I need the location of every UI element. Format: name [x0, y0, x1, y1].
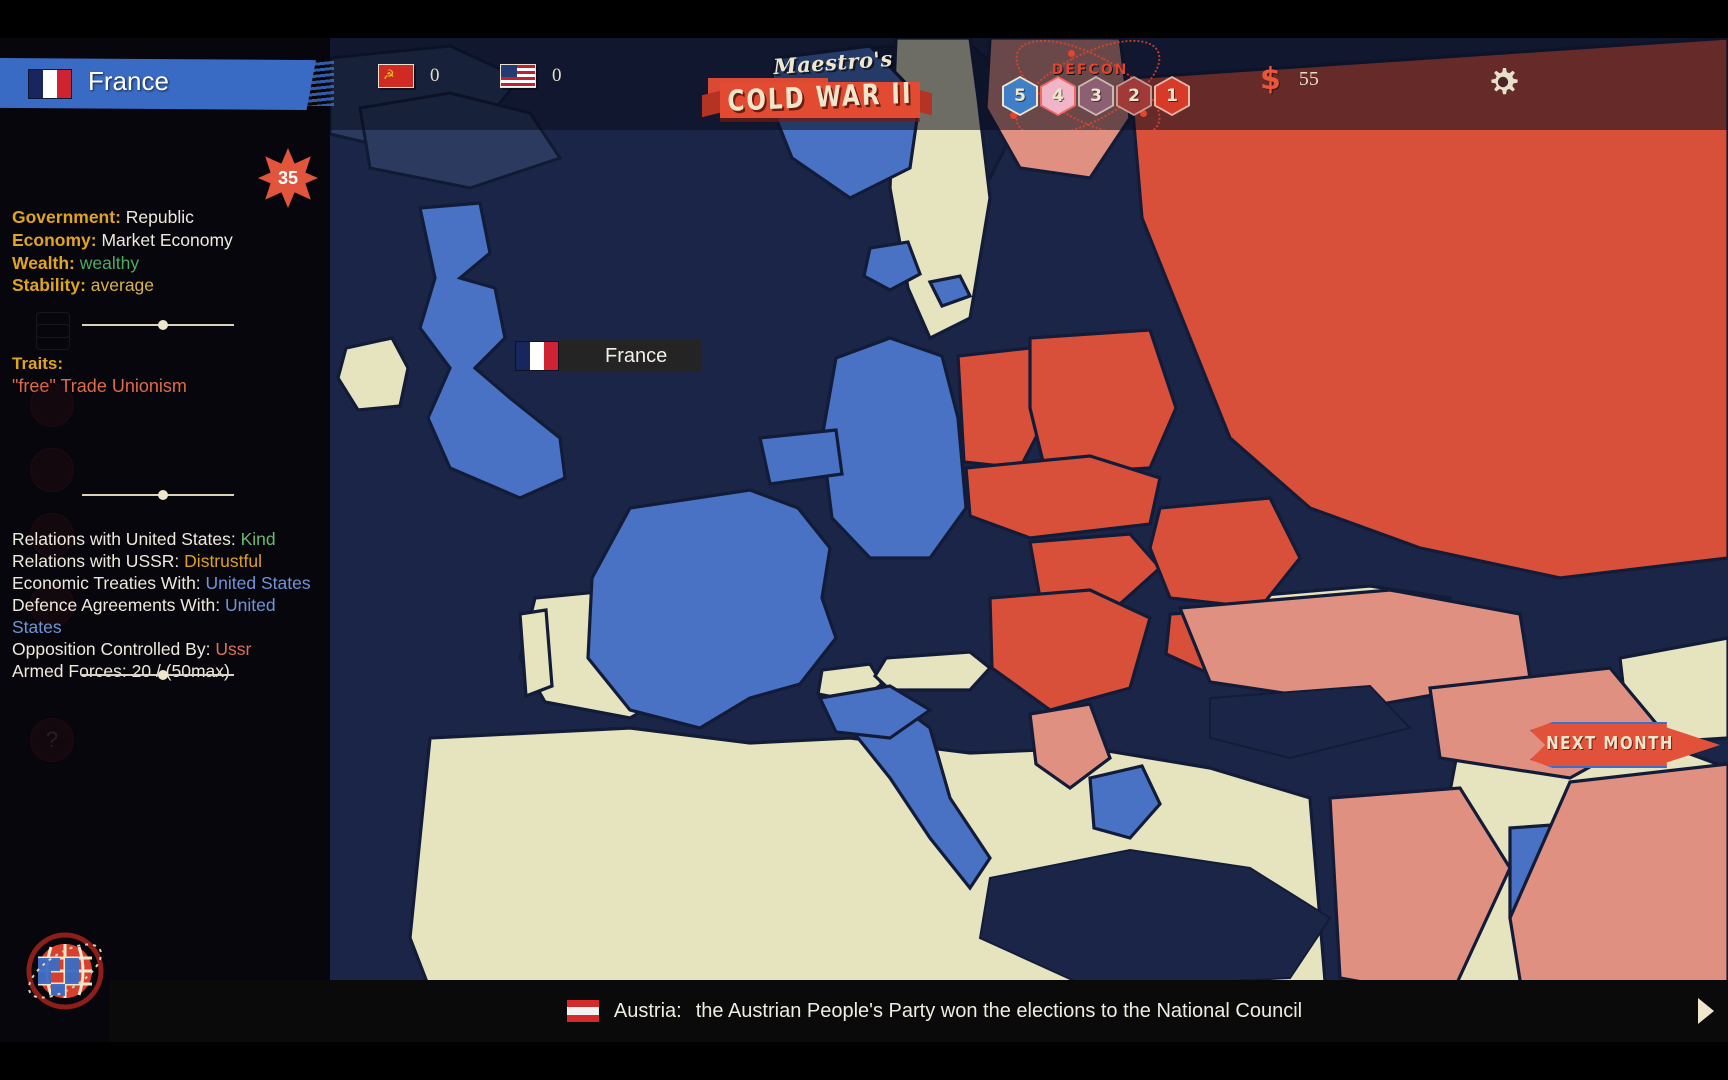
logo-script-title: Maestro's: [772, 45, 894, 80]
globe-icon: [26, 932, 104, 1010]
defcon-level-3[interactable]: 3: [1078, 76, 1114, 116]
relations-us-label: Relations with United States:: [12, 529, 236, 549]
faint-emblem-icon-2: [30, 448, 74, 492]
usa-influence-value: 0: [552, 65, 562, 86]
letterbox-bottom: [0, 1042, 1728, 1080]
status-badge-value: 35: [277, 167, 299, 188]
banner-streak: [274, 60, 334, 106]
defcon-level-4[interactable]: 4: [1040, 76, 1076, 116]
relations-section: Relations with United States: Kind Relat…: [12, 528, 328, 682]
relations-ussr-label: Relations with USSR:: [12, 551, 180, 572]
country-info-panel: France 35 Government: Republic Economy: …: [0, 38, 334, 1042]
economy-label: Economy:: [12, 229, 97, 250]
armed-forces-value: 20 / (50max): [131, 661, 230, 682]
defence-agreements-label: Defence Agreements With:: [12, 595, 221, 616]
country-name: France: [88, 66, 169, 96]
faint-emblem-icon-4: [30, 583, 74, 627]
stability-label: Stability:: [12, 275, 86, 296]
defcon-meter[interactable]: 5 4 3 2 1: [990, 38, 1190, 130]
relations-us-value: Kind: [240, 529, 276, 549]
traits-header: Traits:: [12, 354, 64, 373]
map-svg[interactable]: [330, 38, 1728, 1042]
wealth-label: Wealth:: [12, 252, 75, 273]
armed-forces-row: Armed Forces: 20 / (50max): [12, 660, 328, 682]
opposition-label: Opposition Controlled By:: [12, 639, 211, 660]
defcon-level-5[interactable]: 5: [1002, 76, 1038, 116]
help-icon[interactable]: ?: [30, 718, 74, 762]
atom-dot-icon: [1010, 112, 1017, 119]
government-label: Government:: [12, 207, 121, 227]
settings-button[interactable]: [1485, 64, 1521, 100]
economic-treaties-row: Economic Treaties With: United States: [12, 572, 328, 594]
country-title-banner: France: [0, 58, 334, 114]
ticker-text: the Austrian People's Party won the elec…: [695, 999, 1303, 1022]
government-value: Republic: [125, 207, 194, 227]
opposition-value: Ussr: [215, 639, 252, 660]
france-flag-icon: [28, 69, 72, 99]
play-arrow-icon[interactable]: [1698, 998, 1714, 1024]
defence-agreements-row: Defence Agreements With: United States: [12, 594, 328, 638]
gear-icon: [1491, 68, 1518, 95]
slider-knob[interactable]: [158, 320, 168, 330]
economic-treaties-value: United States: [205, 573, 311, 594]
defcon-level-2[interactable]: 2: [1116, 76, 1152, 116]
country-hover-label: France: [515, 340, 702, 372]
country-label-name: France: [605, 344, 668, 367]
relations-ussr-row: Relations with USSR: Distrustful: [12, 550, 328, 572]
influence-slider[interactable]: [82, 488, 234, 502]
slider-knob[interactable]: [158, 670, 168, 680]
france-flag-icon: [515, 341, 559, 371]
ussr-influence-counter[interactable]: ☭ 0: [378, 64, 440, 88]
country-stats: Government: Republic Economy: Market Eco…: [12, 206, 322, 297]
news-ticker[interactable]: Austria: the Austrian People's Party won…: [110, 980, 1728, 1042]
stability-slider[interactable]: [82, 318, 234, 332]
faint-emblem-icon-1: [30, 383, 74, 427]
ghost-button-minus-2[interactable]: [36, 324, 70, 350]
ussr-flag-icon: ☭: [378, 64, 414, 88]
star-shape: [258, 148, 318, 208]
opposition-row: Opposition Controlled By: Ussr: [12, 638, 328, 660]
usa-flag-icon: [500, 64, 536, 88]
usa-influence-counter[interactable]: 0: [500, 64, 562, 88]
defence-agreements-value: United States: [12, 595, 276, 638]
next-month-label: NEXT MONTH: [1546, 732, 1674, 754]
economy-value: Market Economy: [101, 229, 233, 250]
status-badge[interactable]: 35: [258, 148, 318, 208]
logo-ribbon-main: [720, 82, 920, 118]
defcon-label: DEFCON: [1051, 62, 1129, 78]
globe-button[interactable]: [22, 928, 108, 1014]
relations-ussr-value: Distrustful: [184, 551, 262, 572]
ussr-influence-value: 0: [430, 65, 440, 86]
armed-forces-label: Armed Forces:: [12, 661, 127, 682]
stat-wealth: Wealth: wealthy: [12, 252, 322, 275]
letterbox-top: [0, 0, 1728, 38]
economic-treaties-label: Economic Treaties With:: [12, 573, 201, 594]
world-map[interactable]: [330, 38, 1728, 1042]
ticker-country: Austria:: [613, 999, 682, 1022]
armed-forces-slider[interactable]: [82, 668, 234, 682]
atom-dot-icon: [1140, 110, 1147, 117]
atom-dot-icon: [1068, 50, 1075, 57]
money-counter[interactable]: $ 55: [1260, 62, 1319, 97]
austria-flag-icon: [565, 999, 600, 1023]
slider-knob[interactable]: [158, 490, 168, 500]
next-month-button[interactable]: NEXT MONTH: [1530, 722, 1720, 768]
game-logo: COLD WAR II Maestro's: [698, 45, 932, 128]
wealth-value: wealthy: [79, 252, 140, 273]
relations-us-row: Relations with United States: Kind: [12, 528, 328, 550]
stat-economy: Economy: Market Economy: [12, 229, 322, 252]
defcon-level-1[interactable]: 1: [1154, 76, 1190, 116]
defcon-level-row: 5 4 3 2 1: [1002, 76, 1190, 116]
stat-government: Government: Republic: [12, 206, 322, 229]
inland-sea: [978, 684, 1412, 990]
stability-value: average: [90, 275, 155, 296]
faint-emblem-icon-3: [30, 513, 74, 557]
money-value: 55: [1298, 68, 1319, 90]
country-label-box: France: [559, 340, 702, 372]
dollar-icon: $: [1260, 62, 1281, 97]
stat-stability: Stability: average: [12, 274, 322, 297]
top-bar: ☭ 0 0 COLD WAR II Maestro's: [330, 38, 1728, 130]
